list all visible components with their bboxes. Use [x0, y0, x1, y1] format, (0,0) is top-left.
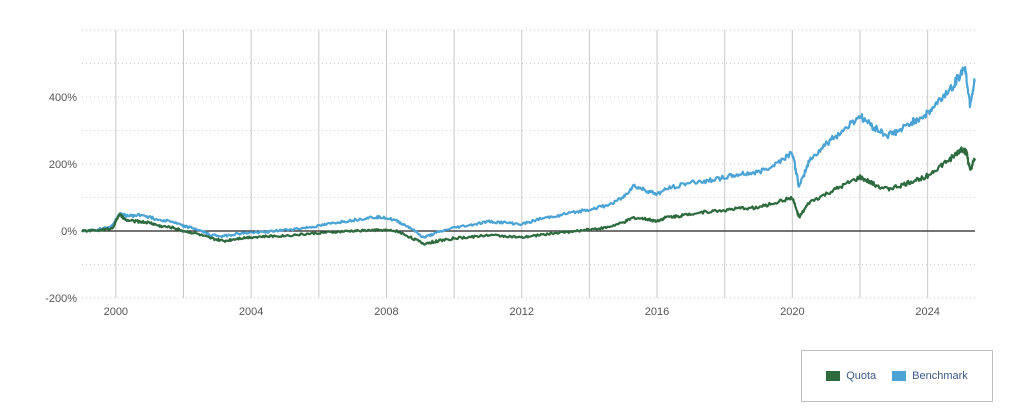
legend-swatch-benchmark [892, 371, 907, 381]
series-line-quota [81, 146, 977, 246]
legend-label-benchmark: Benchmark [912, 370, 968, 382]
series-lines [81, 65, 977, 246]
y-tick-label: -200% [45, 293, 77, 305]
chart-legend: Quota Benchmark [801, 350, 993, 402]
y-tick-label: 0% [61, 226, 77, 238]
y-axis-ticks: -200% 0% 200% 400% [45, 92, 77, 305]
x-axis-ticks: 2000 2004 2008 2012 2016 2020 2024 [104, 306, 940, 318]
x-tick-label: 2000 [104, 306, 128, 318]
grid-lines [82, 29, 975, 299]
x-tick-label: 2020 [780, 306, 804, 318]
x-tick-label: 2004 [239, 306, 263, 318]
x-tick-label: 2016 [645, 306, 669, 318]
legend-swatch-quota [826, 371, 841, 381]
y-tick-label: 400% [49, 92, 77, 104]
x-tick-label: 2008 [374, 306, 398, 318]
series-line-benchmark [81, 65, 976, 239]
legend-item-quota[interactable]: Quota [826, 370, 876, 382]
legend-item-benchmark[interactable]: Benchmark [892, 370, 968, 382]
x-tick-label: 2012 [509, 306, 533, 318]
x-tick-label: 2024 [915, 306, 939, 318]
legend-label-quota: Quota [846, 370, 877, 382]
y-tick-label: 200% [49, 159, 77, 171]
